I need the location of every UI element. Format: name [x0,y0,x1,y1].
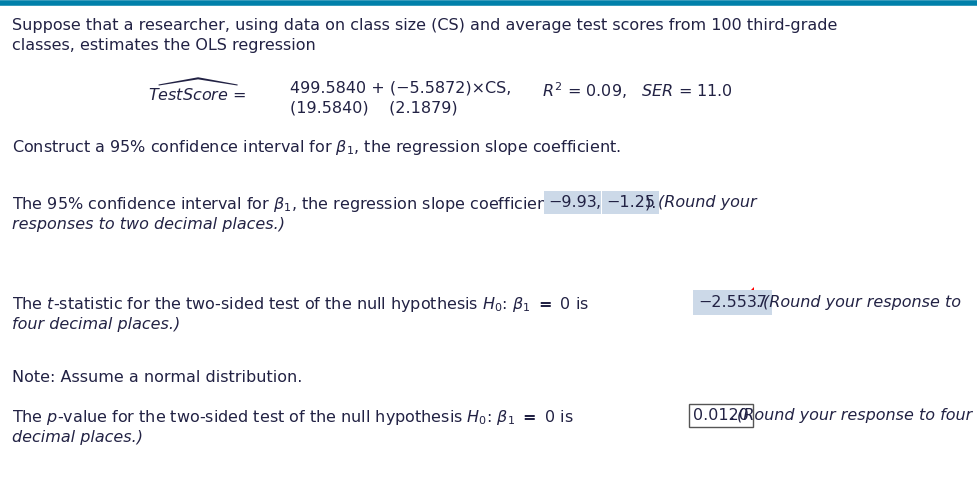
Text: Suppose that a researcher, using data on class size (CS) and average test scores: Suppose that a researcher, using data on… [12,18,837,33]
Text: (19.5840)    (2.1879): (19.5840) (2.1879) [290,100,457,115]
Text: The $t$-statistic for the two-sided test of the null hypothesis $H_0$: $\beta_1$: The $t$-statistic for the two-sided test… [12,295,589,314]
Text: Construct a 95% confidence interval for $\beta_1$, the regression slope coeffici: Construct a 95% confidence interval for … [12,138,621,157]
Text: −1.25: −1.25 [606,195,655,210]
Text: ,: , [596,195,601,210]
Text: ).: ). [645,195,661,210]
Polygon shape [748,287,754,293]
Text: The 95% confidence interval for $\beta_1$, the regression slope coefficient, is : The 95% confidence interval for $\beta_1… [12,195,588,214]
Text: .: . [756,295,766,310]
Text: 499.5840 + (−5.5872)×CS,: 499.5840 + (−5.5872)×CS, [290,80,511,95]
Text: (Round your response to: (Round your response to [763,295,961,310]
Text: classes, estimates the OLS regression: classes, estimates the OLS regression [12,38,316,53]
Text: (Round your response to four: (Round your response to four [737,408,972,423]
Text: The $p$-value for the two-sided test of the null hypothesis $H_0$: $\beta_1$ $\m: The $p$-value for the two-sided test of … [12,408,573,427]
Text: −2.5537: −2.5537 [698,295,767,310]
Text: .: . [730,408,741,423]
Text: decimal places.): decimal places.) [12,430,143,445]
Text: $\widehat{\mathit{TestScore}}$ =: $\widehat{\mathit{TestScore}}$ = [148,78,246,104]
Text: four decimal places.): four decimal places.) [12,317,180,332]
Text: Note: Assume a normal distribution.: Note: Assume a normal distribution. [12,370,302,385]
Text: $R^2$ = 0.09,   $\mathit{SER}$ = 11.0: $R^2$ = 0.09, $\mathit{SER}$ = 11.0 [532,80,733,101]
Text: −9.93: −9.93 [548,195,597,210]
Text: responses to two decimal places.): responses to two decimal places.) [12,217,285,232]
Text: (Round your: (Round your [658,195,756,210]
Text: 0.0120: 0.0120 [693,408,749,423]
